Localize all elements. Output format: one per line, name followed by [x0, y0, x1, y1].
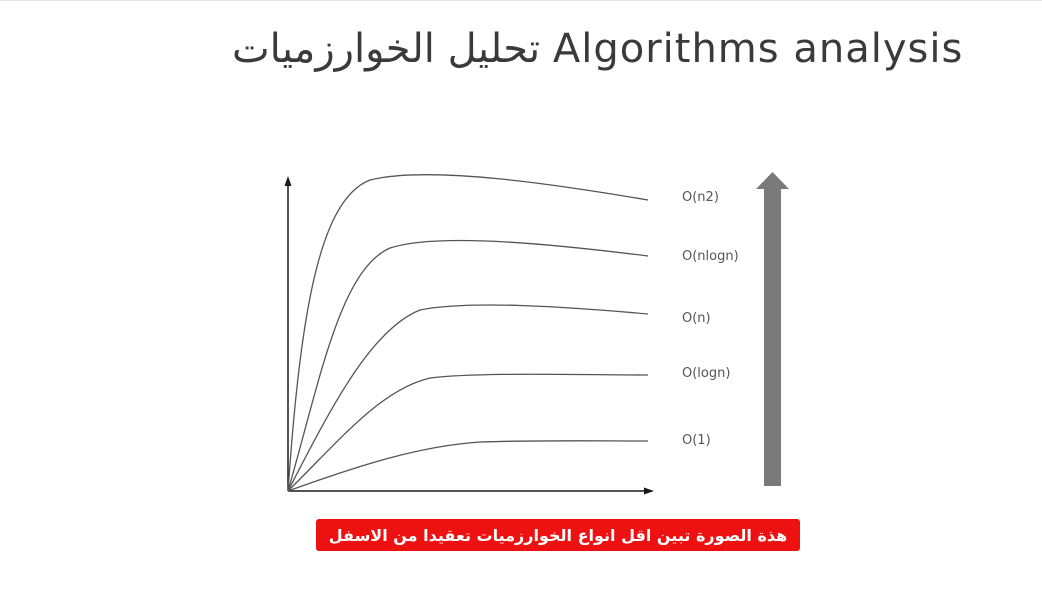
curve-label-o-nlogn: O(nlogn)	[682, 249, 739, 264]
arrow-shaft	[764, 187, 781, 486]
complexity-direction-arrow	[756, 172, 789, 486]
x-axis-arrowhead	[644, 487, 654, 495]
top-divider	[0, 0, 1042, 1]
y-axis-arrowhead	[284, 176, 292, 186]
curve-label-o-n: O(n)	[682, 311, 711, 326]
caption-banner: هذة الصورة تبين اقل انواع الخوارزميات تع…	[316, 519, 800, 551]
curve-o-1	[287, 440, 649, 492]
curve-label-o-n2: O(n2)	[682, 190, 719, 205]
curve-label-o-1: O(1)	[682, 433, 711, 448]
slide-title: تحليل الخوارزميات Algorithms analysis	[232, 26, 964, 72]
curve-o-n2	[287, 174, 649, 492]
curve-label-o-logn: O(logn)	[682, 366, 730, 381]
curve-o-logn	[287, 373, 649, 492]
curve-o-n	[287, 304, 649, 492]
arrow-head	[756, 172, 789, 189]
curve-o-nlogn	[287, 239, 649, 492]
caption-text: هذة الصورة تبين اقل انواع الخوارزميات تع…	[328, 525, 788, 545]
